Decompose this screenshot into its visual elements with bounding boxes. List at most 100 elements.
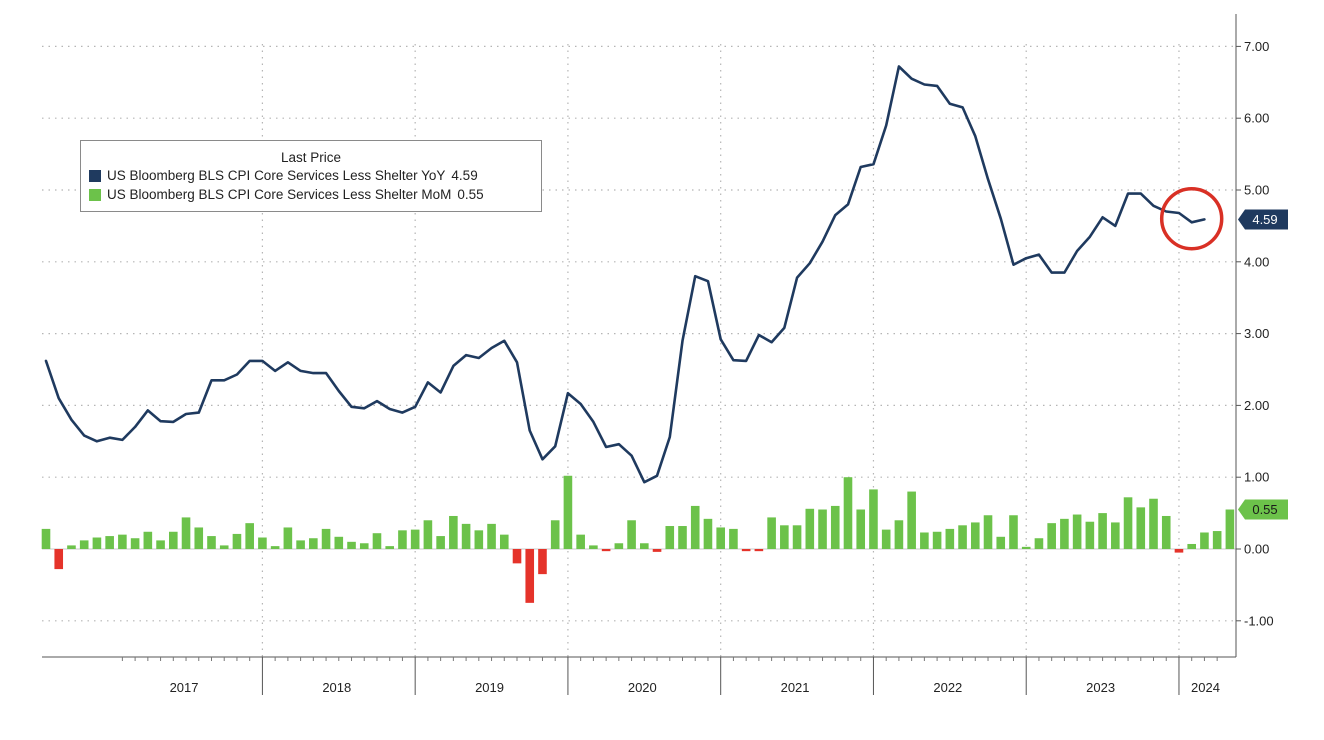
mom-bar — [678, 526, 687, 549]
mom-bar — [843, 477, 853, 549]
legend-label-mom: US Bloomberg BLS CPI Core Services Less … — [107, 187, 452, 202]
legend-row-mom: US Bloomberg BLS CPI Core Services Less … — [81, 185, 541, 204]
mom-bar — [1111, 522, 1120, 549]
mom-bar — [449, 515, 458, 549]
x-axis: 2017 2018 2019 2020 2021 2022 2023 2024 — [42, 656, 1236, 695]
mom-bar — [538, 549, 547, 575]
mom-bar — [640, 543, 649, 549]
y-tick-label: 3.00 — [1244, 326, 1269, 341]
mom-bar — [461, 523, 471, 549]
y-tick-label: 7.00 — [1244, 39, 1269, 54]
mom-bar — [996, 536, 1006, 549]
mom-bar — [754, 549, 764, 552]
mom-bar — [1200, 532, 1209, 549]
x-tick-label: 2019 — [475, 680, 504, 695]
mom-bar — [41, 528, 51, 549]
mom-bar — [894, 520, 904, 549]
mom-bar — [1009, 515, 1018, 549]
mom-bar — [780, 525, 789, 549]
mom-bar — [767, 517, 776, 549]
mom-bar — [232, 533, 242, 549]
mom-bar — [601, 549, 611, 552]
highlight-circle — [1159, 186, 1224, 251]
mom-bar — [627, 520, 636, 549]
last-value-tag-label: 4.59 — [1252, 212, 1277, 227]
mom-bar — [347, 541, 356, 549]
mom-bar — [512, 549, 522, 564]
mom-bar — [1060, 518, 1069, 549]
mom-bar — [652, 549, 662, 552]
mom-bar — [207, 536, 216, 549]
mom-bar — [156, 540, 165, 549]
mom-bar — [932, 531, 942, 549]
mom-bar — [372, 533, 382, 549]
mom-bar — [589, 545, 598, 549]
x-tick-label: 2018 — [322, 680, 351, 695]
x-tick-label: 2017 — [170, 680, 199, 695]
x-tick-label: 2024 — [1191, 680, 1220, 695]
mom-bars — [41, 475, 1235, 603]
mom-bar — [1149, 498, 1158, 549]
y-tick-label: 6.00 — [1244, 111, 1269, 126]
y-tick-label: 4.00 — [1244, 254, 1269, 269]
mom-bar — [423, 520, 433, 549]
mom-bar — [359, 543, 369, 549]
legend-swatch-yoy — [89, 169, 101, 182]
legend-swatch-mom — [89, 188, 101, 201]
mom-bar — [258, 537, 267, 549]
gridlines — [42, 44, 1236, 657]
mom-bar — [54, 549, 64, 570]
mom-bar — [219, 545, 229, 549]
mom-bar — [1034, 538, 1044, 549]
y-tick-label: 0.00 — [1244, 542, 1269, 557]
yoy-line-path — [44, 65, 1206, 484]
mom-bar — [614, 543, 624, 549]
mom-bar — [920, 532, 929, 549]
mom-bar — [130, 538, 140, 549]
mom-bar — [1212, 531, 1222, 549]
y-tick-label: 1.00 — [1244, 470, 1269, 485]
mom-bar — [1161, 515, 1171, 549]
mom-bar — [321, 528, 331, 549]
mom-bar — [576, 534, 585, 549]
mom-bar — [741, 549, 751, 552]
mom-bar — [385, 546, 395, 549]
mom-bar — [716, 527, 725, 549]
mom-bar — [474, 530, 484, 549]
last-value-tags: 4.59 0.55 — [1238, 209, 1288, 520]
mom-bar — [487, 523, 496, 549]
mom-bar — [334, 536, 344, 549]
mom-bar — [410, 529, 420, 549]
mom-bar — [1136, 507, 1146, 549]
mom-bar — [283, 527, 293, 549]
mom-bar — [1047, 523, 1056, 549]
mom-bar — [181, 517, 191, 549]
mom-bar — [856, 509, 866, 549]
mom-bar — [690, 505, 700, 549]
mom-bar — [1085, 521, 1095, 549]
mom-bar — [958, 525, 967, 549]
mom-bar — [907, 491, 916, 549]
legend-label-yoy: US Bloomberg BLS CPI Core Services Less … — [107, 168, 446, 183]
mom-bar — [67, 545, 76, 549]
mom-bar — [296, 540, 305, 549]
y-tick-label: 5.00 — [1244, 183, 1269, 198]
mom-bar — [945, 528, 955, 549]
x-tick-label: 2020 — [628, 680, 657, 695]
mom-bar — [169, 531, 178, 549]
legend-row-yoy: US Bloomberg BLS CPI Core Services Less … — [81, 166, 541, 185]
mom-bar — [830, 505, 840, 549]
legend-title: Last Price — [280, 150, 342, 165]
last-value-tag — [1238, 499, 1288, 520]
mom-bar — [1174, 549, 1184, 553]
mom-bar — [1225, 509, 1235, 549]
mom-bar — [792, 525, 802, 549]
y-tick-label: 2.00 — [1244, 398, 1269, 413]
mom-bar — [550, 520, 560, 549]
mom-bar — [436, 536, 445, 549]
mom-bar — [818, 509, 827, 549]
mom-bar — [118, 534, 127, 549]
mom-bar — [79, 540, 89, 549]
x-tick-label: 2021 — [781, 680, 810, 695]
